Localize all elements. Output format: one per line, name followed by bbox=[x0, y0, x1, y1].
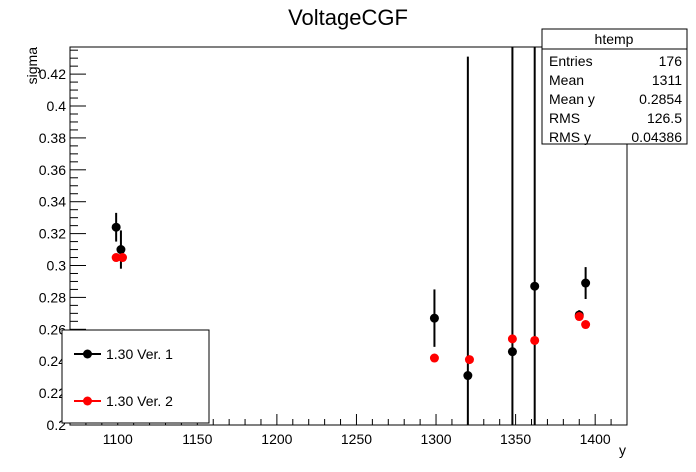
data-point bbox=[111, 253, 121, 263]
y-tick-label: 0.2 bbox=[47, 417, 67, 433]
stats-value: 0.2854 bbox=[639, 91, 682, 107]
y-tick-label: 0.26 bbox=[39, 321, 66, 337]
x-tick-label: 1400 bbox=[580, 431, 611, 447]
x-tick-label: 1200 bbox=[261, 431, 292, 447]
data-point bbox=[111, 222, 121, 232]
y-tick-label: 0.42 bbox=[39, 66, 66, 82]
x-tick-label: 1350 bbox=[500, 431, 531, 447]
legend-marker bbox=[83, 349, 92, 359]
stats-label: RMS y bbox=[549, 129, 591, 145]
y-tick-label: 0.4 bbox=[47, 98, 67, 114]
y-tick-label: 0.36 bbox=[39, 162, 66, 178]
data-point bbox=[429, 353, 439, 363]
data-point bbox=[581, 278, 591, 288]
y-tick-label: 0.3 bbox=[47, 258, 67, 274]
series-2 bbox=[111, 253, 591, 365]
stats-label: RMS bbox=[549, 110, 580, 126]
y-tick-label: 0.32 bbox=[39, 226, 66, 242]
x-tick-label: 1150 bbox=[182, 431, 212, 447]
data-point bbox=[581, 320, 591, 330]
stats-label: Entries bbox=[549, 53, 593, 69]
legend: 1.30 Ver. 1 1.30 Ver. 2 bbox=[61, 329, 210, 424]
stats-value: 176 bbox=[659, 53, 683, 69]
y-axis-title: sigma bbox=[24, 47, 40, 85]
stats-box-frame bbox=[541, 28, 688, 145]
data-point bbox=[464, 355, 474, 365]
x-tick-label: 1250 bbox=[341, 431, 372, 447]
data-point bbox=[507, 334, 517, 344]
data-series bbox=[111, 47, 591, 425]
stats-label: Mean y bbox=[549, 91, 595, 107]
y-tick-label: 0.38 bbox=[39, 130, 66, 146]
stats-value: 1311 bbox=[652, 72, 682, 88]
data-point bbox=[507, 347, 517, 357]
data-point bbox=[429, 313, 439, 323]
data-point bbox=[530, 281, 540, 291]
y-tick-label: 0.22 bbox=[39, 385, 66, 401]
y-axis: 0.2 0.22 0.24 0.26 0.28 0.3 0.32 0.34 0.36 0.38 0.… bbox=[39, 49, 86, 433]
legend-label: 1.30 Ver. 2 bbox=[106, 393, 173, 409]
data-point bbox=[574, 312, 584, 322]
x-tick-label: 1300 bbox=[420, 431, 451, 447]
data-point bbox=[118, 253, 128, 263]
chart-title: VoltageCGF bbox=[288, 5, 408, 30]
data-point bbox=[116, 245, 126, 255]
legend-label: 1.30 Ver. 1 bbox=[106, 346, 173, 362]
data-point bbox=[463, 371, 473, 381]
stats-label: Mean bbox=[549, 72, 584, 88]
x-tick-label: 1100 bbox=[103, 431, 133, 447]
stats-box-title: htemp bbox=[595, 31, 634, 47]
data-point bbox=[530, 335, 540, 345]
plot-frame bbox=[69, 46, 628, 426]
stats-box: htemp Entries 176 Mean 1311 Mean y 0.2854 RMS 1… bbox=[541, 28, 688, 145]
y-tick-label: 0.34 bbox=[39, 194, 66, 210]
x-axis-title: y bbox=[619, 442, 626, 458]
legend-frame bbox=[61, 329, 210, 424]
stats-value: 126.5 bbox=[647, 110, 682, 126]
y-tick-label: 0.24 bbox=[39, 353, 66, 369]
stats-value: 0.04386 bbox=[631, 129, 682, 145]
y-tick-label: 0.28 bbox=[39, 289, 66, 305]
legend-marker bbox=[83, 396, 92, 406]
